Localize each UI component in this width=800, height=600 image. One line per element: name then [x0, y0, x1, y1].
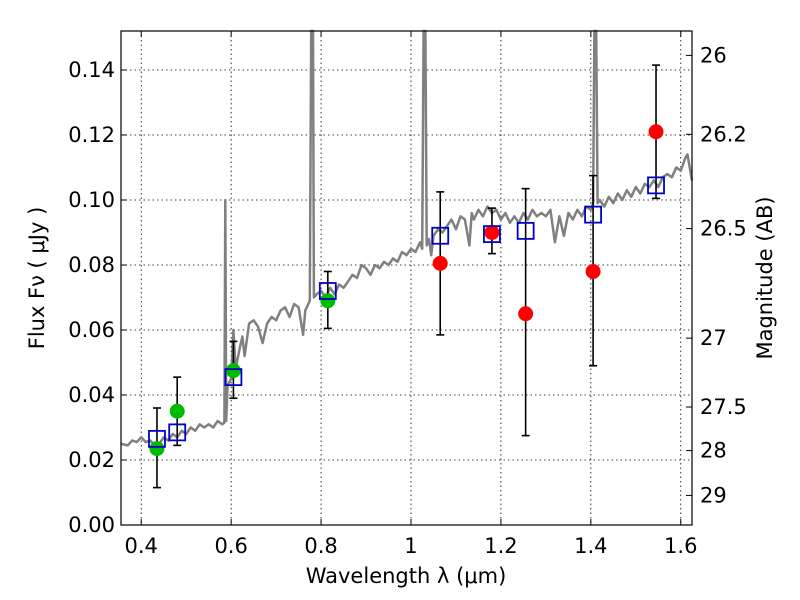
green-data-point: [169, 403, 185, 419]
model-photometry-square: [318, 282, 337, 300]
x-tick-label: 1.4: [574, 534, 607, 558]
model-photometry-square: [516, 221, 535, 240]
y-tick-label: 0.06: [68, 318, 115, 342]
model-photometry-square: [148, 429, 166, 448]
y-tick-label: 0.02: [68, 448, 115, 472]
x-axis-title: Wavelength λ (μm): [306, 564, 507, 588]
right-tick-label: 27.5: [700, 395, 747, 419]
red-data-point: [648, 124, 664, 140]
plot-background: [121, 31, 692, 525]
green-data-point: [149, 441, 165, 457]
x-tick-label: 1.6: [664, 534, 697, 558]
right-tick-label: 26.5: [700, 217, 747, 241]
y-tick-label: 0.12: [68, 123, 115, 147]
model-photometry-square: [647, 176, 665, 195]
data-markers: [148, 124, 665, 457]
y-axis-title: Flux Fν ( μJy ): [25, 207, 49, 350]
x-tick-label: 0.8: [304, 534, 337, 558]
right-tick-label: 28: [700, 439, 727, 463]
model-photometry-square: [584, 205, 602, 224]
axis-ticks: 0.4 0.6 0.8 1 1.2 1.4 1.6 0.00 0.02 0.04 0.06 0.08 0…: [68, 31, 747, 558]
green-data-point: [320, 293, 336, 309]
x-tick-label: 1.2: [484, 534, 517, 558]
y-tick-label: 0.00: [68, 513, 115, 537]
y-tick-label: 0.04: [68, 383, 115, 407]
red-data-point: [518, 306, 534, 322]
model-photometry-square: [483, 225, 501, 244]
right-tick-label: 26.2: [700, 122, 747, 146]
model-photometry-square: [168, 423, 187, 442]
model-photometry-square: [431, 226, 450, 245]
red-data-point: [484, 225, 500, 240]
x-tick-label: 0.6: [214, 534, 247, 558]
plot-frame: [120, 30, 693, 526]
right-tick-label: 29: [700, 483, 727, 507]
green-data-point: [225, 363, 241, 379]
y-axis-title-right: Magnitude (AB): [753, 196, 777, 359]
y-tick-label: 0.08: [68, 253, 115, 277]
red-data-point: [432, 255, 448, 271]
model-photometry-square: [224, 368, 243, 387]
y-tick-label: 0.10: [68, 188, 115, 212]
right-tick-label: 27: [700, 326, 727, 350]
x-tick-label: 1: [404, 534, 417, 558]
y-tick-label: 0.14: [68, 58, 115, 82]
x-tick-label: 0.4: [125, 534, 158, 558]
red-data-point: [585, 264, 601, 279]
right-tick-label: 26: [700, 43, 727, 67]
